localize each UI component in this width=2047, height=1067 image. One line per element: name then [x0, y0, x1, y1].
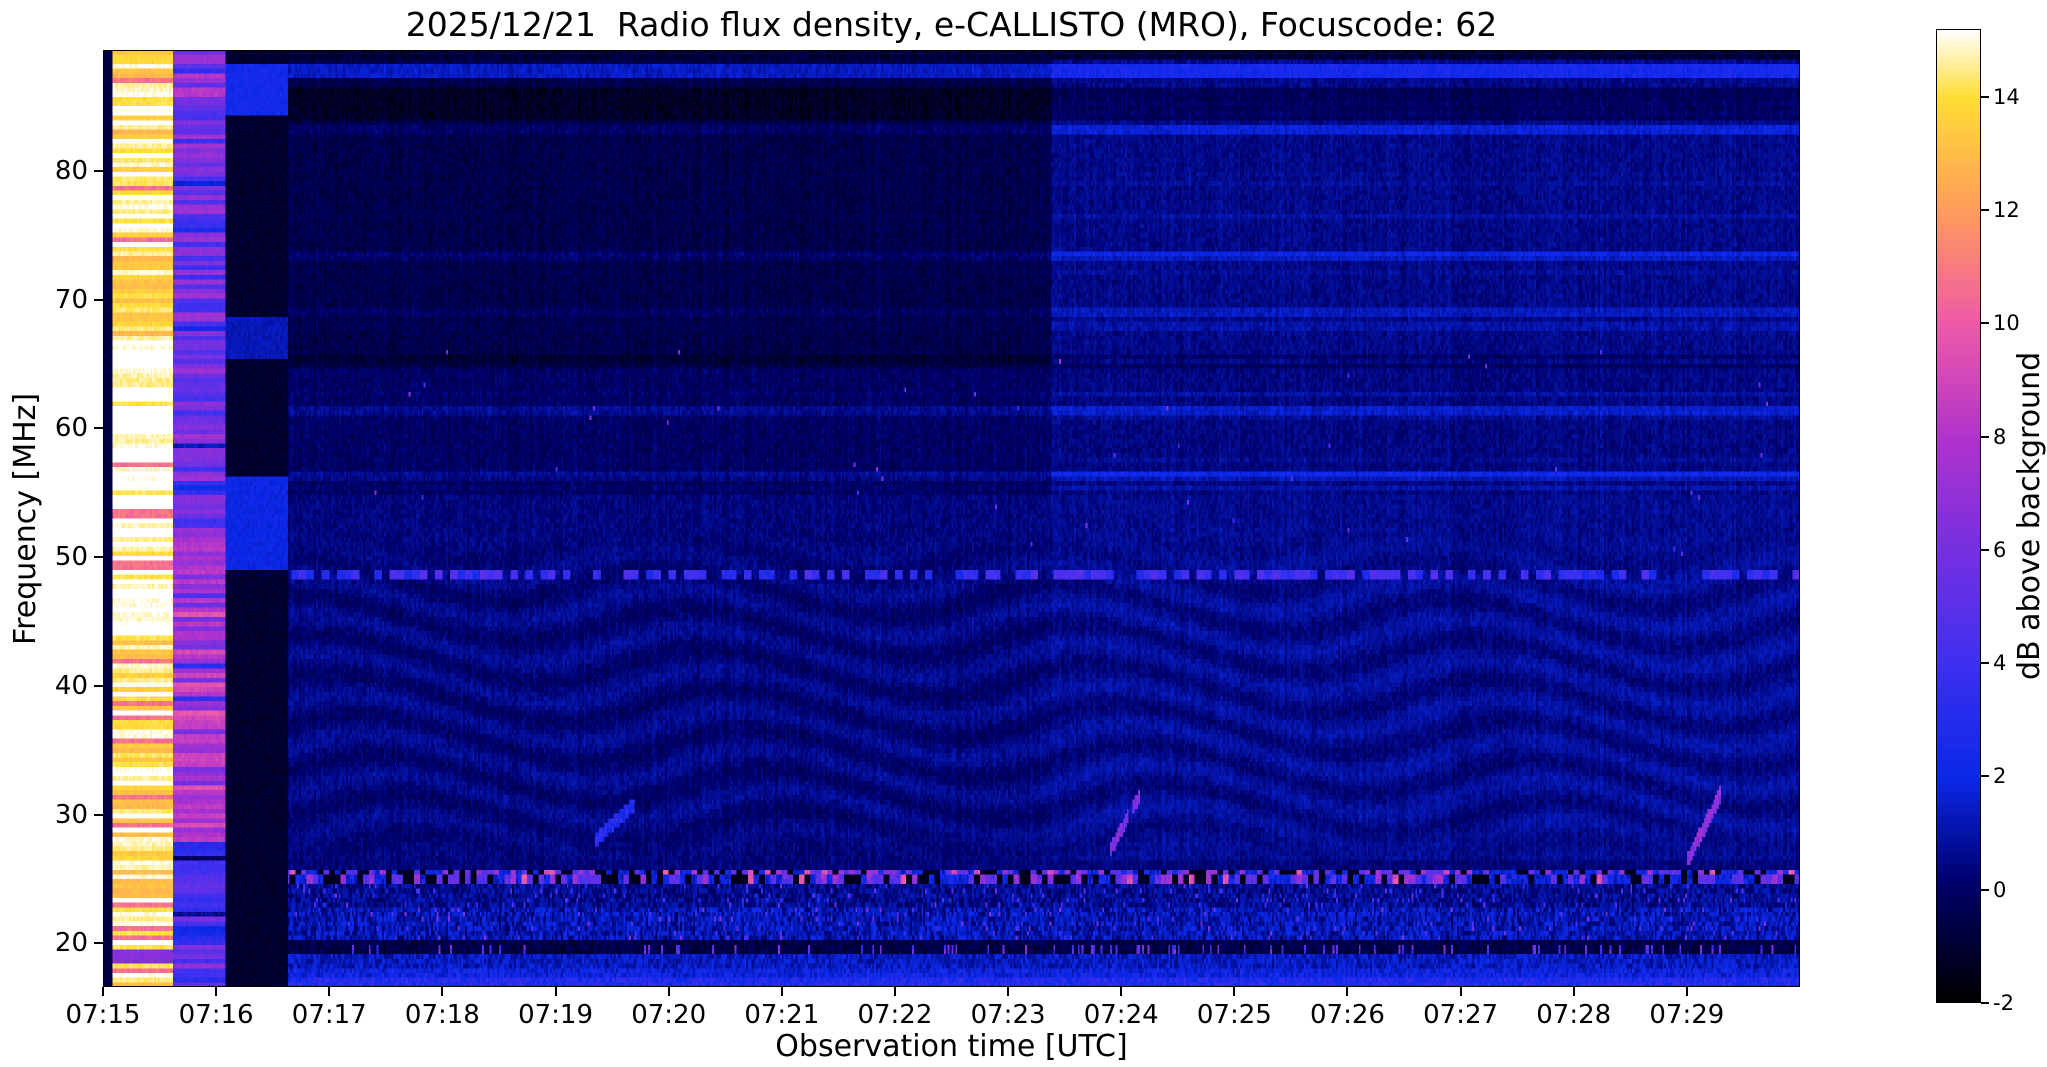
colorbar-label: dB above background: [2012, 351, 2047, 681]
y-tick-label: 40: [54, 670, 88, 701]
y-tick-label: 20: [54, 928, 88, 959]
colorbar-tick-label: 6: [1993, 537, 2007, 562]
chart-title: 2025/12/21 Radio flux density, e-CALLIST…: [405, 5, 1498, 44]
y-axis-label: Frequency [MHz]: [8, 392, 43, 645]
colorbar-tick: [1981, 775, 1989, 778]
x-tick-label: 07:23: [970, 1000, 1046, 1030]
spectrogram-canvas: [103, 50, 1800, 987]
y-tick-label: 70: [54, 284, 88, 315]
x-tick: [1346, 987, 1349, 996]
x-tick: [780, 987, 783, 996]
colorbar-tick: [1981, 322, 1989, 325]
x-tick-label: 07:28: [1536, 1000, 1612, 1030]
x-tick-label: 07:29: [1649, 1000, 1725, 1030]
y-tick-label: 50: [54, 542, 88, 573]
colorbar-tick: [1981, 888, 1989, 891]
colorbar-tick: [1981, 209, 1989, 212]
colorbar-tick: [1981, 435, 1989, 438]
x-tick: [667, 987, 670, 996]
y-tick: [94, 556, 103, 559]
colorbar-tick: [1981, 95, 1989, 98]
x-tick-label: 07:15: [65, 1000, 141, 1030]
colorbar-tick-label: 10: [1993, 311, 2020, 336]
x-tick: [554, 987, 557, 996]
colorbar-tick-label: 8: [1993, 424, 2007, 449]
colorbar-tick: [1981, 548, 1989, 551]
colorbar-tick-label: 0: [1993, 877, 2007, 902]
colorbar-gradient: [1936, 29, 1981, 1003]
x-tick: [1459, 987, 1462, 996]
colorbar-tick: [1981, 662, 1989, 665]
x-tick: [893, 987, 896, 996]
colorbar-tick-label: 2: [1993, 764, 2007, 789]
y-tick: [94, 298, 103, 301]
x-tick-label: 07:27: [1423, 1000, 1499, 1030]
y-tick: [94, 942, 103, 945]
x-axis-label: Observation time [UTC]: [775, 1029, 1128, 1064]
y-tick-label: 80: [54, 155, 88, 186]
colorbar-tick-label: 12: [1993, 198, 2020, 223]
x-tick-label: 07:18: [404, 1000, 480, 1030]
y-tick: [94, 169, 103, 172]
x-tick: [1120, 987, 1123, 996]
colorbar-tick-label: -2: [1993, 991, 2014, 1015]
y-tick-label: 60: [54, 413, 88, 444]
x-tick-label: 07:20: [631, 1000, 707, 1030]
colorbar-tick-label: 4: [1993, 651, 2007, 676]
x-tick: [1572, 987, 1575, 996]
x-tick: [441, 987, 444, 996]
x-tick-label: 07:25: [1196, 1000, 1272, 1030]
y-tick-label: 30: [54, 799, 88, 830]
x-tick-label: 07:24: [1083, 1000, 1159, 1030]
colorbar-tick-label: 14: [1993, 84, 2020, 109]
x-tick-label: 07:21: [744, 1000, 820, 1030]
x-tick-label: 07:17: [291, 1000, 367, 1030]
x-tick: [215, 987, 218, 996]
x-tick-label: 07:16: [178, 1000, 254, 1030]
x-tick: [1233, 987, 1236, 996]
y-tick: [94, 813, 103, 816]
x-tick-label: 07:19: [518, 1000, 593, 1030]
x-tick: [102, 987, 104, 996]
y-tick: [94, 684, 103, 687]
x-tick-label: 07:22: [857, 1000, 933, 1030]
x-tick: [1007, 987, 1010, 996]
x-tick-label: 07:26: [1309, 1000, 1385, 1030]
y-tick: [94, 427, 103, 430]
x-tick: [328, 987, 331, 996]
colorbar-tick: [1981, 1002, 1989, 1004]
x-tick: [1685, 987, 1688, 996]
